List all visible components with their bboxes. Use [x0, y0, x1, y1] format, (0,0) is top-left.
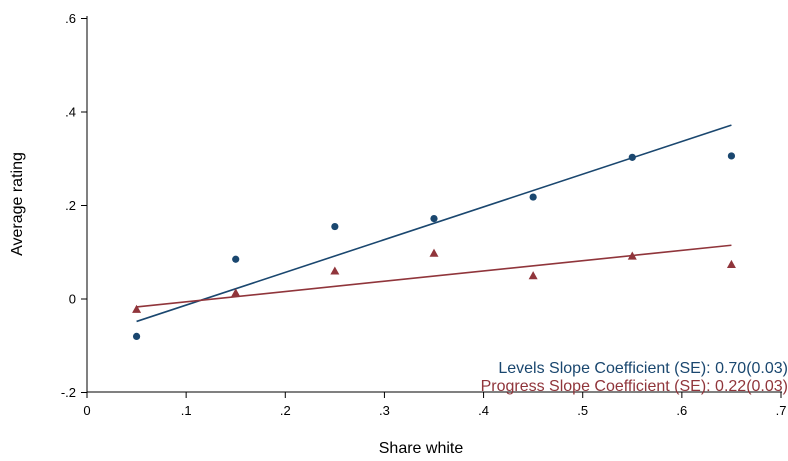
x-tick-label: .5	[577, 403, 588, 418]
x-tick-label: .6	[676, 403, 687, 418]
y-ticks: -.2 0 .2 .4 .6	[61, 11, 87, 400]
markers	[132, 152, 736, 340]
y-axis-title: Average rating	[9, 152, 26, 256]
x-tick-label: .2	[280, 403, 291, 418]
x-tick-label: 0	[83, 403, 90, 418]
annotation-progress: Progress Slope Coefficient (SE): 0.22(0.…	[481, 378, 788, 395]
triangle-point	[627, 251, 637, 260]
y-tick-label: .2	[65, 198, 76, 213]
fit-lines	[136, 124, 732, 323]
triangle-point	[429, 248, 439, 257]
triangle-point	[132, 304, 142, 313]
circle-point	[430, 214, 438, 223]
x-tick-label: .4	[478, 403, 489, 418]
triangle-point	[330, 266, 340, 275]
fit-line-series-1	[136, 124, 732, 323]
triangle-point	[726, 259, 736, 269]
y-tick-label: 0	[69, 292, 76, 307]
triangle-point	[231, 288, 241, 297]
x-tick-label: .1	[181, 403, 192, 418]
circle-point	[727, 152, 736, 160]
x-tick-label: .7	[776, 403, 787, 418]
y-tick-label: -.2	[61, 385, 76, 400]
circle-point	[628, 153, 636, 161]
triangle-point	[528, 271, 538, 280]
y-tick-label: .4	[65, 105, 76, 120]
x-ticks: 0 .1 .2 .3 .4 .5 .6 .7	[83, 392, 786, 418]
circle-point	[232, 255, 240, 263]
circle-point	[132, 332, 141, 340]
axes	[86, 16, 782, 393]
circle-point	[529, 193, 537, 201]
annotation-levels: Levels Slope Coefficient (SE): 0.70(0.03…	[498, 360, 788, 377]
x-axis-title: Share white	[379, 440, 464, 457]
x-tick-label: .3	[379, 403, 390, 418]
circle-point	[331, 222, 339, 231]
y-tick-label: .6	[65, 11, 76, 26]
